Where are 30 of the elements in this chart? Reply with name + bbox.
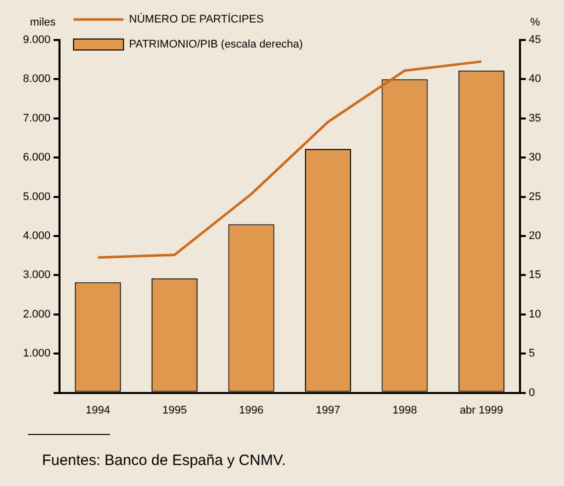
x-tick-label: 1995	[162, 404, 187, 416]
source-note: Fuentes: Banco de España y CNMV.	[42, 452, 286, 469]
y-tick-label: 3.000	[22, 269, 51, 282]
y-tick-label: 9.000	[22, 34, 51, 46]
y2-tick-label: 35	[528, 112, 542, 124]
y-tick-label: 7.000	[22, 112, 51, 124]
y2-tick-label: 10	[528, 308, 542, 320]
y2-tick-label: 15	[528, 269, 542, 282]
y-tick-label: 1.000	[22, 348, 51, 360]
y-axis-title: miles	[30, 16, 56, 29]
y2-tick-label: 30	[528, 152, 542, 164]
y2-tick-label: 0	[528, 386, 535, 399]
legend-label: NÚMERO DE PARTÍCIPES	[129, 12, 264, 26]
y2-tick-label: 25	[528, 190, 542, 203]
x-tick-label: 1994	[86, 404, 110, 416]
y-tick-label: 4.000	[22, 230, 51, 242]
y-tick-label: 8.000	[22, 73, 51, 86]
y2-tick-label: 20	[528, 230, 542, 242]
y2-tick-label: 5	[528, 348, 535, 360]
y-tick-label: 6.000	[22, 152, 51, 164]
y2-axis-title: %	[530, 16, 540, 29]
y2-tick-label: 45	[528, 34, 542, 46]
y-tick-label: 5.000	[22, 190, 51, 203]
x-tick-label: 1998	[392, 404, 417, 416]
legend-label: PATRIMONIO/PIB (escala derecha)	[129, 38, 303, 51]
x-tick-label: 1997	[316, 404, 340, 416]
y2-tick-label: 40	[528, 73, 542, 86]
x-tick-label: abr 1999	[460, 404, 504, 416]
x-tick-label: 1996	[239, 404, 264, 416]
y-tick-label: 2.000	[22, 308, 51, 320]
